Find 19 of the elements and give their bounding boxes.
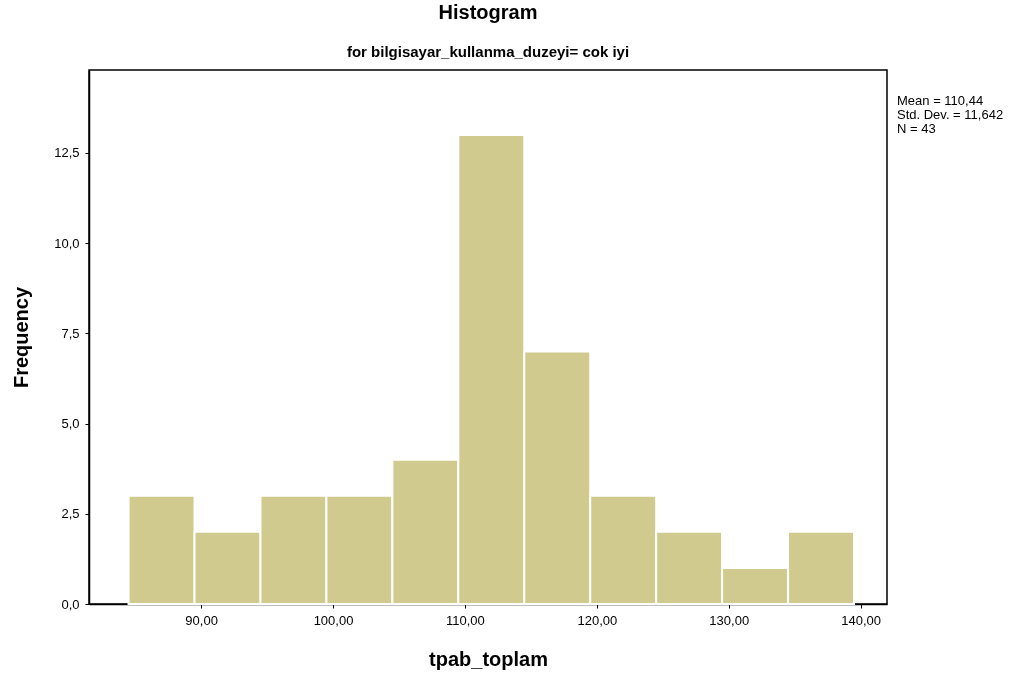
text: N = 43 <box>897 121 936 136</box>
text: Std. Dev. = 11,642 <box>897 107 1004 122</box>
y-tick-label: 10,0 <box>54 235 80 251</box>
x-axis-title: tpab_toplam <box>429 647 548 670</box>
chart-subtitle: for bilgisayar_kullanma_duzeyi= cok iyi <box>346 43 630 60</box>
x-tick-label: 110,00 <box>446 612 485 628</box>
y-tick-label: 7,5 <box>61 325 80 341</box>
y-tick-label: 2,5 <box>61 506 80 522</box>
y-tick-label: 0,0 <box>61 596 80 612</box>
x-tick-label: 130,00 <box>709 612 750 628</box>
y-tick-label: 12,5 <box>54 145 80 161</box>
chart-title: Histogram <box>438 1 538 23</box>
x-tick-label: 90,00 <box>185 612 218 628</box>
x-tick-label: 140,00 <box>841 612 881 628</box>
y-axis-title: Frequency <box>10 286 33 389</box>
x-tick-label: 120,00 <box>577 612 618 628</box>
x-tick-label: 100,00 <box>313 612 354 628</box>
text: Mean = 110,44 <box>897 93 984 108</box>
y-tick-label: 5,0 <box>61 416 80 432</box>
